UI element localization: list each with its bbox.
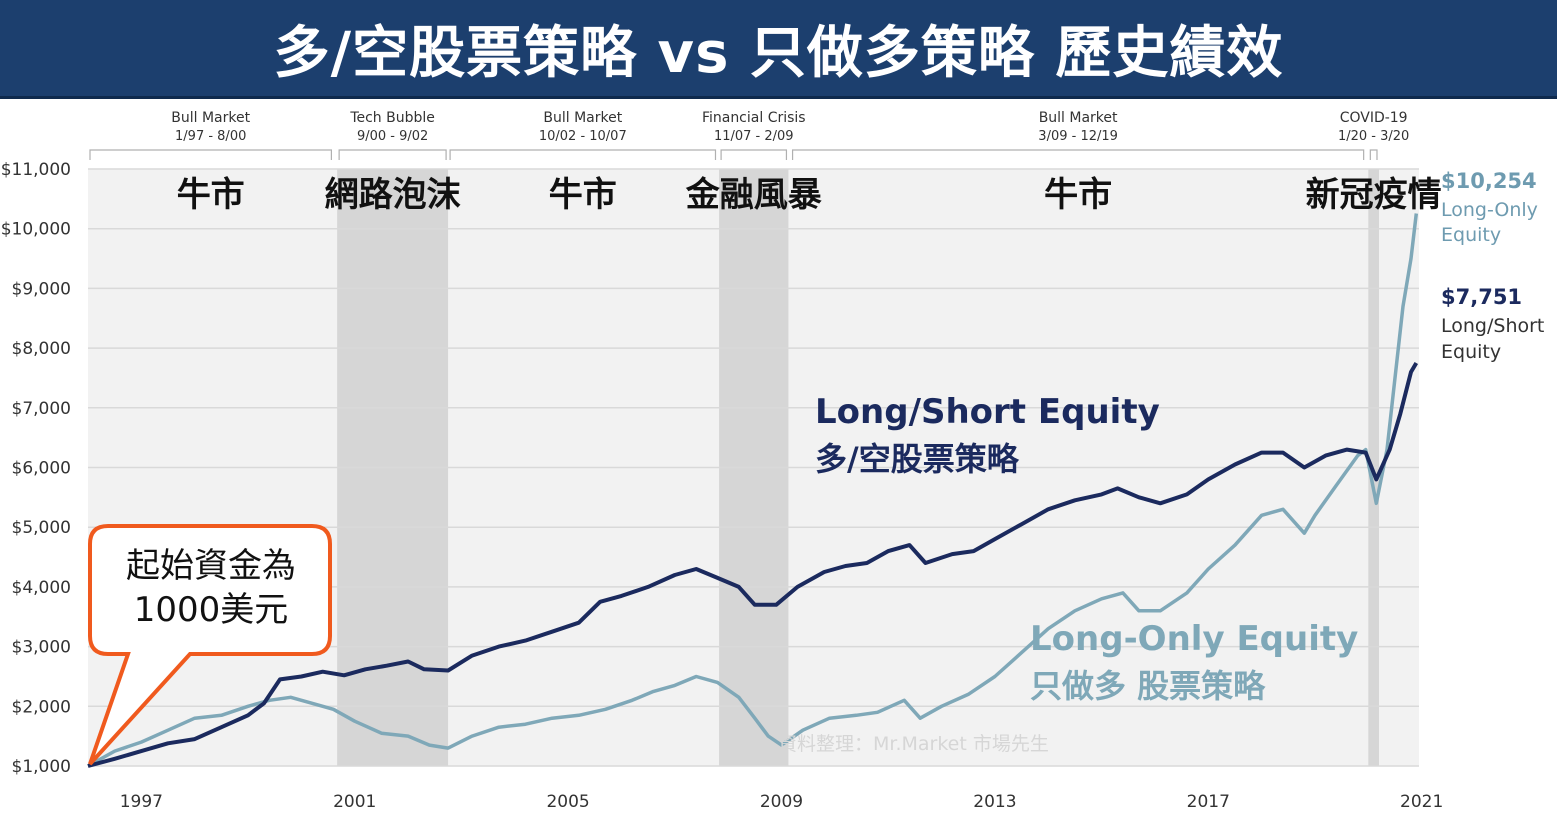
y-tick-label: $10,000 (1, 220, 71, 240)
period-range-2: 10/02 - 10/07 (539, 129, 627, 144)
callout-shape (88, 524, 332, 766)
long-short-label-en: Long/Short Equity (815, 392, 1160, 432)
x-tick-label: 2005 (546, 792, 589, 812)
y-tick-label: $3,000 (12, 638, 71, 658)
x-tick-label: 2017 (1187, 792, 1230, 812)
period-bracket-4 (791, 149, 1365, 160)
x-tick-label: 2009 (760, 792, 803, 812)
period-range-0: 1/97 - 8/00 (175, 129, 246, 144)
series-line-long-only-equity (87, 213, 1419, 768)
period-name-4: Bull Market (1039, 110, 1118, 126)
long-short-end-name-2: Equity (1441, 341, 1501, 363)
period-range-5: 1/20 - 3/20 (1338, 129, 1409, 144)
period-bracket-1 (338, 149, 447, 160)
period-zh-2: 牛市 (549, 175, 617, 215)
period-bracket-3 (720, 149, 788, 160)
period-name-5: COVID-19 (1340, 110, 1408, 126)
period-bracket-2 (449, 149, 717, 160)
x-tick-label: 2021 (1400, 792, 1443, 812)
period-range-3: 11/07 - 2/09 (714, 129, 794, 144)
long-only-end-name-2: Equity (1441, 224, 1501, 246)
y-tick-label: $8,000 (12, 339, 71, 359)
callout-text: 起始資金為 1000美元 (92, 528, 330, 648)
callout-line-2: 1000美元 (133, 590, 289, 630)
period-bracket-5 (1369, 149, 1378, 160)
period-name-0: Bull Market (171, 110, 250, 126)
gridlines-layer (88, 168, 1419, 767)
callout-line-1: 起始資金為 (126, 546, 296, 586)
period-name-3: Financial Crisis (702, 110, 806, 126)
watermark: 資料整理：Mr.Market 市場先生 (778, 733, 1049, 755)
period-bracket-0 (89, 149, 332, 160)
y-tick-label: $5,000 (12, 518, 71, 538)
period-zh-3: 金融風暴 (685, 175, 822, 215)
page-title: 多/空股票策略 vs 只做多策略 歷史績效 (273, 20, 1284, 86)
period-zh-0: 牛市 (177, 175, 245, 215)
axis-labels-layer: $1,000 $2,000 $3,000 $4,000 $5,000 $6,000 $7,0… (1, 160, 1444, 812)
period-name-1: Tech Bubble (349, 110, 435, 126)
long-short-end-name-1: Long/Short (1441, 315, 1544, 337)
long-short-end-value: $7,751 (1441, 285, 1522, 309)
x-tick-label: 2001 (333, 792, 376, 812)
y-tick-label: $7,000 (12, 399, 71, 419)
period-range-4: 3/09 - 12/19 (1038, 129, 1118, 144)
long-only-label-en: Long-Only Equity (1030, 619, 1358, 659)
series-line-long-short-equity (87, 361, 1419, 768)
x-tick-label: 2013 (973, 792, 1016, 812)
y-tick-label: $9,000 (12, 279, 71, 299)
series-labels-layer: Long/Short Equity 多/空股票策略 Long-Only Equi… (778, 169, 1544, 755)
market-periods-layer: Bull Market 1/97 - 8/00 牛市 Tech Bubble 9/00 … (89, 110, 1442, 215)
long-only-end-name-1: Long-Only (1441, 199, 1538, 221)
y-tick-label: $11,000 (1, 160, 71, 180)
title-banner: 多/空股票策略 vs 只做多策略 歷史績效 (0, 0, 1557, 99)
series-lines-layer (87, 213, 1419, 768)
period-zh-4: 牛市 (1044, 175, 1112, 215)
period-range-1: 9/00 - 9/02 (357, 129, 428, 144)
y-tick-label: $2,000 (12, 697, 71, 717)
long-only-label-zh: 只做多 股票策略 (1030, 667, 1266, 705)
y-tick-label: $4,000 (12, 578, 71, 598)
long-short-label-zh: 多/空股票策略 (815, 440, 1020, 478)
period-zh-1: 網路泡沫 (325, 175, 461, 215)
period-zh-5: 新冠疫情 (1306, 175, 1442, 215)
y-tick-label: $6,000 (12, 459, 71, 479)
y-tick-label: $1,000 (12, 757, 71, 777)
x-tick-label: 1997 (120, 792, 163, 812)
long-only-end-value: $10,254 (1441, 169, 1537, 193)
callout-bubble (88, 524, 332, 766)
period-name-2: Bull Market (543, 110, 622, 126)
